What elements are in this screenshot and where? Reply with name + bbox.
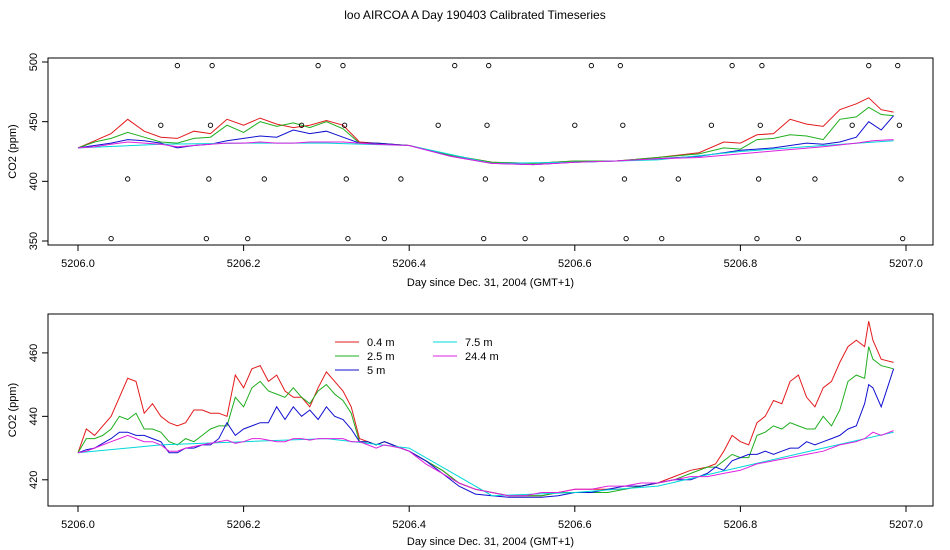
panel-bottom: 5206.0 5206.2 5206.4 5206.6 5206.8 5207.0 420 4…	[7, 313, 934, 548]
data-point-marker	[759, 62, 765, 69]
data-point-marker	[245, 235, 251, 242]
series-line-7-5-m	[77, 431, 894, 497]
chart-panels: 5206.0 5206.2 5206.4 5206.6 5206.8 5207.0 350 4…	[7, 53, 934, 548]
data-point-marker	[341, 122, 348, 128]
data-point-marker	[729, 62, 735, 69]
data-point-marker	[315, 62, 321, 69]
legend: 0.4 m 2.5 m 5 m 7.5 m 24.4 m	[335, 337, 499, 377]
legend-label: 5 m	[367, 365, 385, 377]
series-line-2-5-m	[77, 106, 894, 164]
y-tick-label: 460	[28, 344, 40, 362]
series-line-7-5-m	[77, 140, 894, 164]
y-tick-label: 440	[28, 407, 40, 425]
data-point-marker	[381, 235, 388, 242]
data-point-marker	[125, 176, 131, 182]
y-tick-label: 350	[28, 232, 40, 250]
data-point-marker	[522, 235, 528, 242]
data-point-marker	[755, 176, 762, 182]
data-point-marker	[298, 122, 305, 128]
legend-label: 0.4 m	[367, 337, 395, 349]
series-line-0-4-m	[77, 97, 894, 164]
data-point-marker	[659, 235, 665, 242]
x-tick-label: 5207.0	[889, 519, 923, 531]
data-point-marker	[484, 122, 490, 128]
data-point-marker	[482, 176, 489, 182]
data-point-marker	[206, 176, 212, 182]
data-point-marker	[209, 62, 215, 69]
data-point-marker	[895, 62, 901, 69]
x-tick-label: 5206.0	[61, 519, 95, 531]
data-point-marker	[108, 235, 114, 242]
data-point-marker	[896, 122, 903, 128]
data-point-marker	[620, 122, 626, 128]
data-point-marker	[572, 122, 578, 128]
series-line-24-4-m	[77, 430, 894, 497]
x-tick-label: 5207.0	[889, 258, 923, 270]
data-point-marker	[340, 62, 346, 69]
plot-frame	[47, 57, 934, 246]
series-line-5-m	[77, 368, 895, 498]
data-point-marker	[398, 176, 404, 182]
x-tick-label: 5206.8	[724, 258, 758, 270]
data-point-marker	[539, 176, 545, 182]
y-tick-label: 400	[28, 172, 40, 190]
legend-label: 24.4 m	[465, 351, 499, 363]
data-point-marker	[452, 62, 458, 69]
data-point-marker	[481, 235, 487, 242]
data-point-marker	[623, 235, 629, 242]
x-axis-label: Day since Dec. 31, 2004 (GMT+1)	[407, 277, 574, 289]
plot-frame	[47, 313, 934, 507]
x-tick-label: 5206.2	[227, 258, 261, 270]
data-point-marker	[708, 122, 715, 128]
data-point-marker	[757, 122, 763, 128]
y-tick-label: 500	[28, 53, 40, 71]
x-tick-label: 5206.8	[724, 519, 758, 531]
y-axis-label: CO2 (ppm)	[7, 383, 19, 437]
x-tick-label: 5206.6	[558, 519, 592, 531]
legend-label: 2.5 m	[367, 351, 395, 363]
data-point-marker	[343, 176, 349, 182]
data-point-marker	[866, 62, 872, 69]
data-point-marker	[435, 122, 441, 128]
data-point-marker	[174, 62, 181, 69]
data-point-marker	[900, 235, 906, 242]
data-point-marker	[207, 122, 214, 128]
data-point-marker	[675, 176, 681, 182]
y-tick-label: 420	[28, 471, 40, 489]
data-point-marker	[898, 176, 904, 182]
x-tick-label: 5206.4	[392, 258, 426, 270]
x-tick-label: 5206.2	[227, 519, 261, 531]
data-point-marker	[588, 62, 595, 69]
data-point-marker	[345, 235, 351, 242]
x-tick-label: 5206.6	[558, 258, 592, 270]
x-tick-label: 5206.0	[61, 258, 95, 270]
data-point-marker	[849, 122, 855, 128]
data-point-marker	[812, 176, 818, 182]
data-point-marker	[158, 122, 164, 128]
series-line-24-4-m	[77, 139, 894, 166]
data-point-marker	[617, 62, 623, 69]
series-line-2-5-m	[77, 346, 894, 497]
data-point-marker	[754, 235, 760, 242]
data-point-marker	[261, 176, 267, 182]
data-point-marker	[621, 176, 628, 182]
panel-top: 5206.0 5206.2 5206.4 5206.6 5206.8 5207.0 350 4…	[7, 53, 934, 289]
x-tick-label: 5206.4	[392, 519, 426, 531]
chart-title: loo AIRCOA A Day 190403 Calibrated Times…	[344, 8, 605, 22]
data-point-marker	[795, 235, 802, 242]
legend-label: 7.5 m	[465, 337, 493, 349]
data-point-marker	[486, 62, 492, 69]
x-axis-label: Day since Dec. 31, 2004 (GMT+1)	[407, 536, 574, 548]
y-tick-label: 450	[28, 112, 40, 130]
data-point-marker	[203, 235, 209, 242]
y-axis-label: CO2 (ppm)	[7, 124, 19, 178]
